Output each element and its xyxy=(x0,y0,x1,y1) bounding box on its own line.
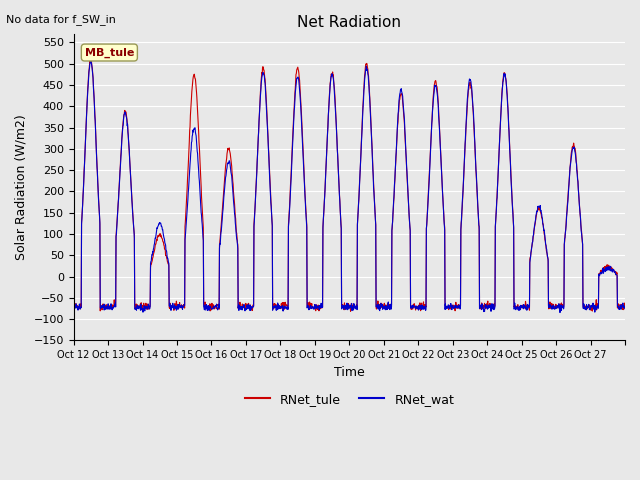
RNet_tule xyxy=(561,239,568,244)
Legend: RNet_tule, RNet_wat: RNet_tule, RNet_wat xyxy=(239,388,459,411)
RNet_tule xyxy=(621,303,629,309)
RNet_tule xyxy=(87,57,95,62)
RNet_tule xyxy=(480,305,488,311)
RNet_wat xyxy=(325,107,333,112)
RNet_wat xyxy=(70,304,77,310)
RNet_wat xyxy=(87,58,95,63)
RNet_wat xyxy=(621,306,629,312)
RNet_tule xyxy=(614,304,622,310)
Line: RNet_tule: RNet_tule xyxy=(74,60,625,312)
Line: RNet_wat: RNet_wat xyxy=(74,60,625,312)
RNet_wat xyxy=(156,220,164,226)
RNet_wat xyxy=(614,306,622,312)
RNet_tule xyxy=(70,303,77,309)
Title: Net Radiation: Net Radiation xyxy=(298,15,401,30)
RNet_wat xyxy=(561,236,568,241)
X-axis label: Time: Time xyxy=(334,366,365,379)
RNet_wat xyxy=(556,310,564,315)
RNet_tule xyxy=(325,107,333,112)
RNet_tule xyxy=(347,309,355,314)
Y-axis label: Solar Radiation (W/m2): Solar Radiation (W/m2) xyxy=(15,114,28,260)
RNet_tule xyxy=(335,183,343,189)
Text: MB_tule: MB_tule xyxy=(84,48,134,58)
RNet_wat xyxy=(335,183,343,189)
RNet_tule xyxy=(156,232,164,238)
Text: No data for f_SW_in: No data for f_SW_in xyxy=(6,14,116,25)
RNet_wat xyxy=(479,306,487,312)
